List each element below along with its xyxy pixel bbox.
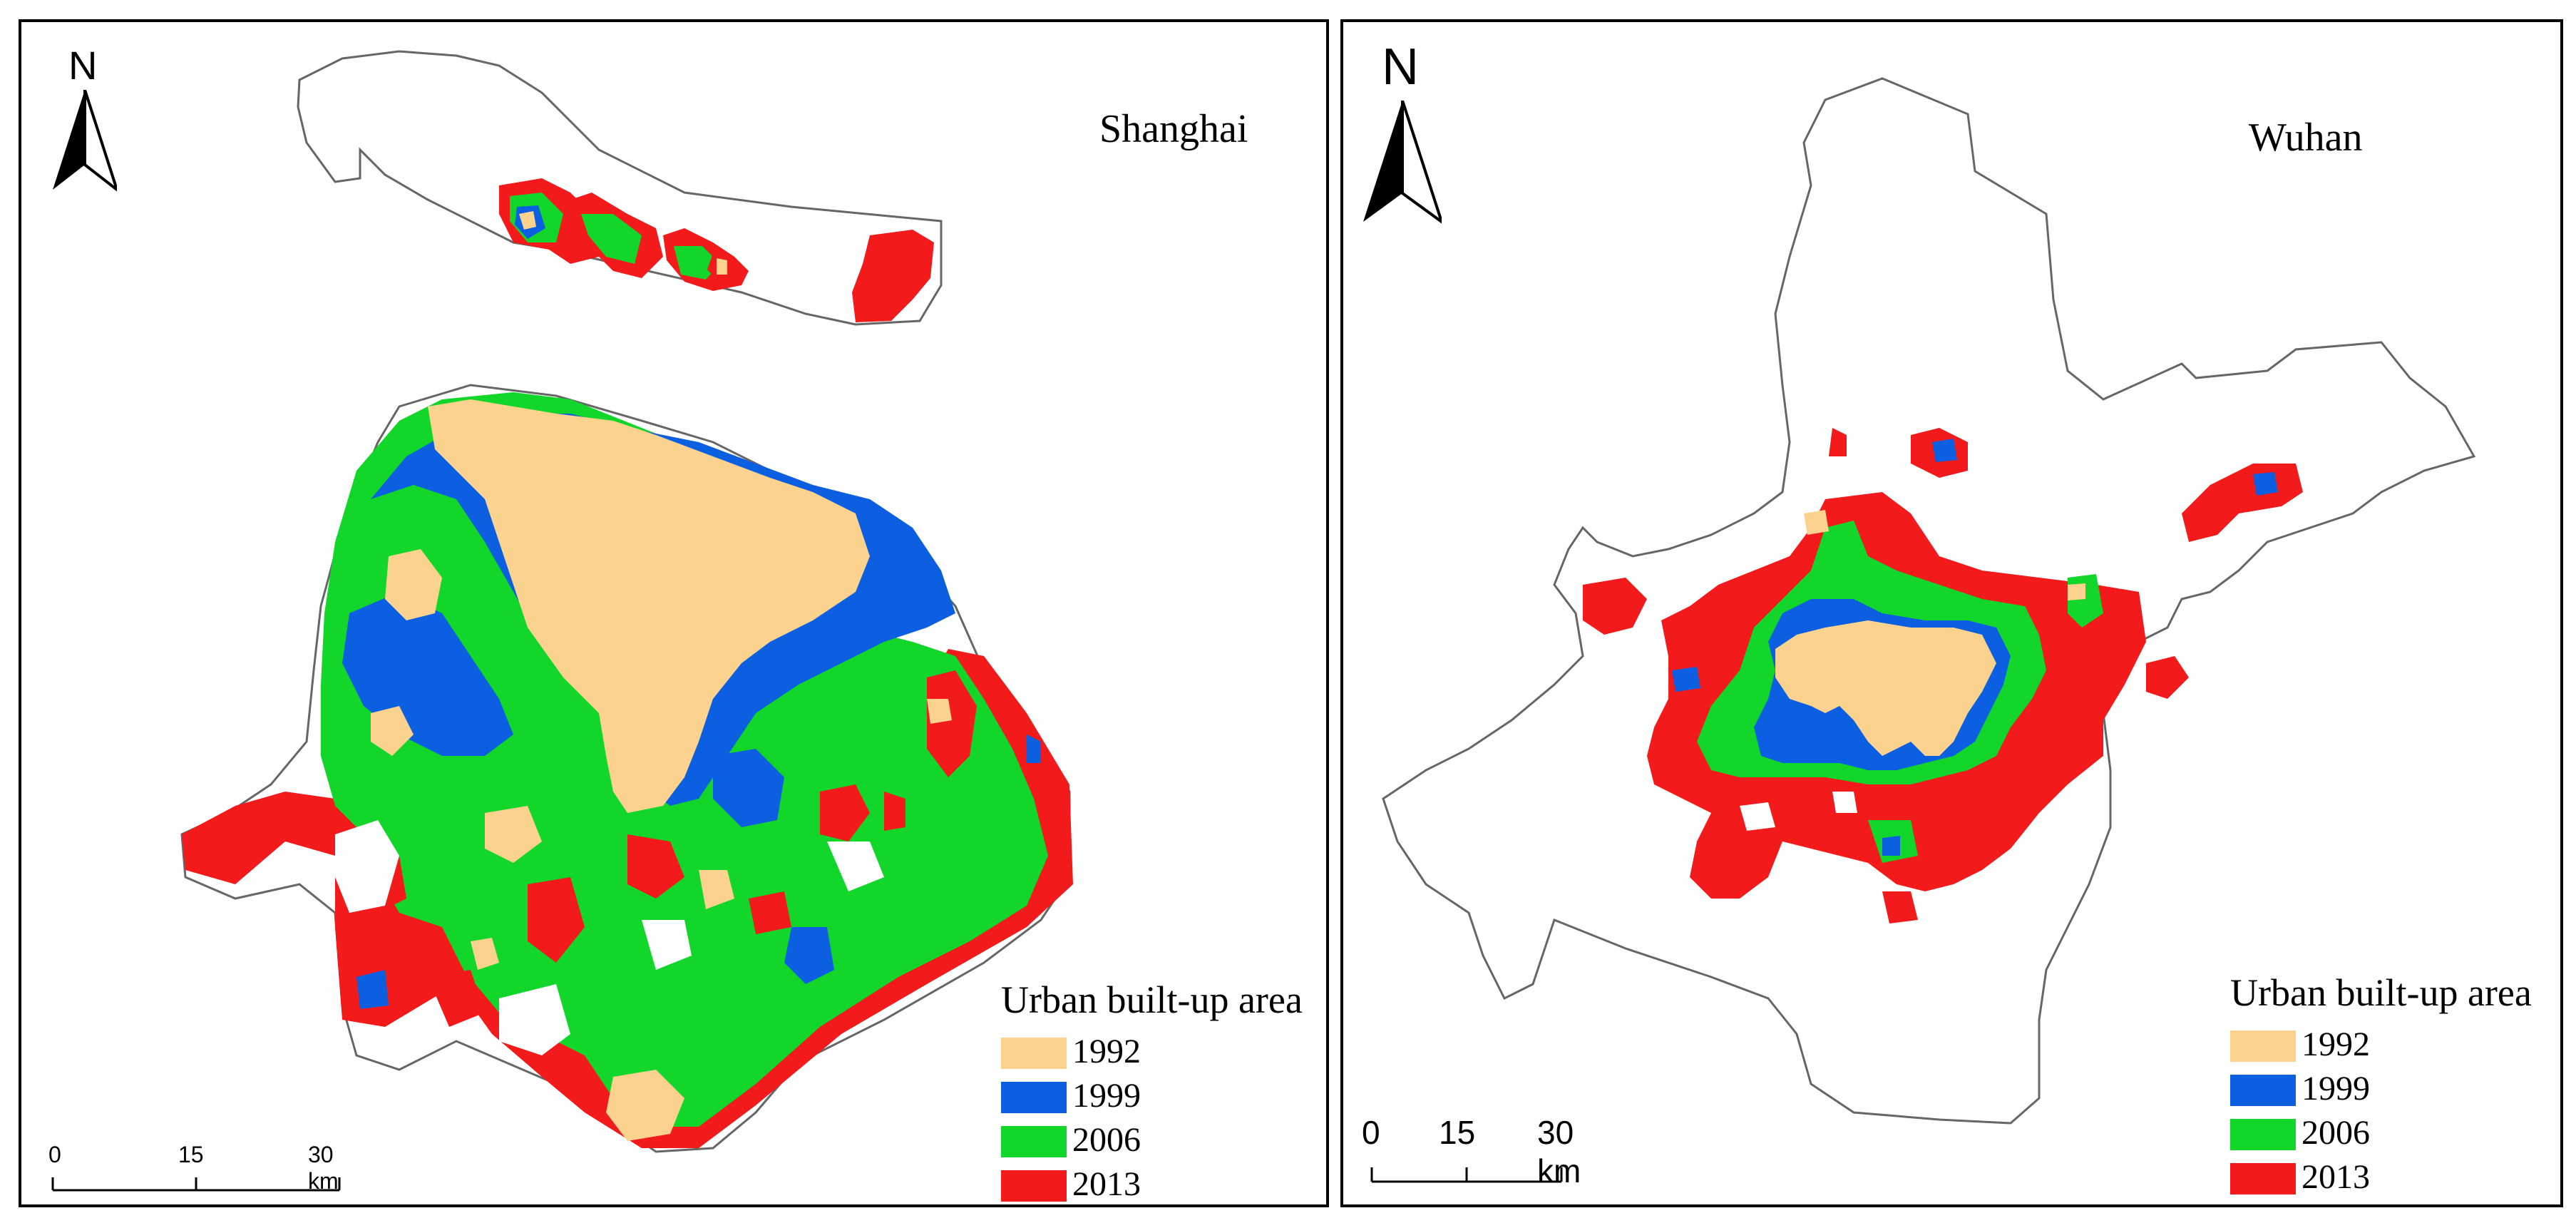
legend-label-1999: 1999 — [2302, 1070, 2370, 1107]
wuhan-north-arrow-icon — [1363, 101, 1442, 224]
legend-label-1992: 1992 — [2302, 1025, 2370, 1063]
legend-label-2006: 2006 — [1072, 1121, 1141, 1159]
wuhan-non-urban-holes — [1740, 792, 1857, 831]
shanghai-scale-label-0: 0 — [48, 1142, 61, 1167]
wuhan-legend-item-1992: 1992 — [2230, 1025, 2532, 1069]
wuhan-scale-label-0: 0 — [1362, 1114, 1380, 1151]
wuhan-north-label: N — [1382, 39, 1419, 96]
legend-label-1999: 1999 — [1072, 1077, 1141, 1115]
shanghai-scale-line — [51, 1177, 341, 1192]
shanghai-map-canvas — [180, 50, 1073, 1153]
shanghai-legend-item-2006: 2006 — [1001, 1120, 1303, 1165]
legend-swatch-2006 — [1001, 1126, 1067, 1157]
wuhan-legend-item-1999: 1999 — [2230, 1069, 2532, 1113]
shanghai-legend: Urban built-up area 1992 1999 2006 2013 — [1001, 978, 1303, 1204]
shanghai-legend-item-2013: 2013 — [1001, 1165, 1303, 1204]
shanghai-scale-label-15: 15 — [178, 1142, 204, 1167]
wuhan-map-canvas — [1382, 77, 2476, 1125]
legend-label-2013: 2013 — [2302, 1158, 2370, 1196]
legend-swatch-2013 — [1001, 1170, 1067, 1202]
shanghai-scale-bar: 0 15 30 km — [48, 1142, 349, 1199]
shanghai-north-arrow-icon — [53, 90, 117, 192]
wuhan-legend: Urban built-up area 1992 1999 2006 2013 — [2230, 971, 2532, 1202]
wuhan-map-panel: N Wuhan Urban built-up area 1992 1999 20… — [1340, 19, 2563, 1207]
shanghai-urban-1992 — [371, 399, 952, 1141]
chongming-island-boundary — [297, 50, 943, 326]
legend-swatch-1992 — [2230, 1030, 2296, 1062]
legend-label-1992: 1992 — [1072, 1033, 1141, 1070]
chongming-urban-patches — [499, 178, 934, 322]
legend-swatch-1999 — [2230, 1075, 2296, 1106]
shanghai-legend-title: Urban built-up area — [1001, 978, 1303, 1021]
wuhan-legend-item-2013: 2013 — [2230, 1157, 2532, 1202]
legend-swatch-1992 — [1001, 1038, 1067, 1069]
shanghai-map-panel: N Shanghai Urban built-up area 1992 1999… — [19, 19, 1329, 1207]
wuhan-legend-title: Urban built-up area — [2230, 971, 2532, 1014]
shanghai-north-label: N — [68, 43, 98, 88]
wuhan-scale-label-15: 15 — [1439, 1114, 1476, 1151]
legend-swatch-2006 — [2230, 1119, 2296, 1150]
wuhan-scale-label-30: 30 km — [1537, 1114, 1581, 1189]
shanghai-non-urban-holes — [335, 820, 884, 1055]
legend-label-2006: 2006 — [2302, 1114, 2370, 1152]
wuhan-legend-item-2006: 2006 — [2230, 1113, 2532, 1157]
wuhan-scale-line — [1370, 1167, 1563, 1183]
shanghai-legend-item-1992: 1992 — [1001, 1032, 1303, 1076]
shanghai-urban-2013-speckles — [371, 670, 977, 1027]
wuhan-urban-1992 — [1775, 510, 2085, 756]
wuhan-scale-bar: 0 15 30 km — [1362, 1113, 1590, 1192]
wuhan-map-title: Wuhan — [2249, 116, 2363, 160]
shanghai-map-title: Shanghai — [1099, 107, 1248, 151]
shanghai-legend-item-1999: 1999 — [1001, 1076, 1303, 1120]
legend-swatch-1999 — [1001, 1082, 1067, 1113]
legend-label-2013: 2013 — [1072, 1165, 1141, 1203]
legend-swatch-2013 — [2230, 1163, 2296, 1194]
